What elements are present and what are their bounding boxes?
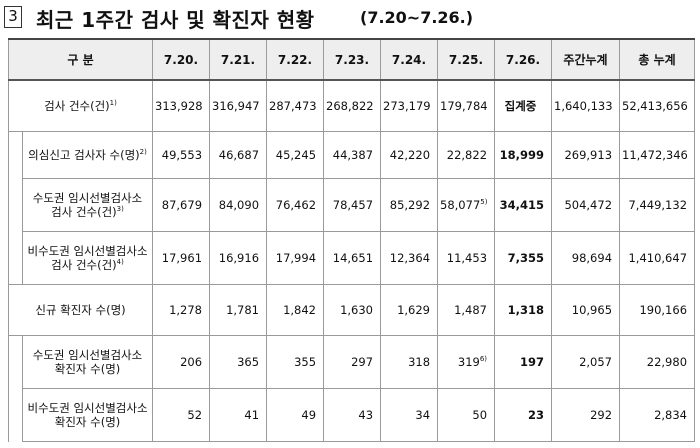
table-cell: 1,318 [494,284,553,336]
header-category: 구 분 [7,38,154,81]
table-cell: 43 [323,388,382,442]
table-cell: 87,679 [152,178,211,232]
table-cell: 179,784 [437,79,496,132]
table-cell: 7,449,132 [619,178,696,232]
page-title: 최근 1주간 검사 및 확진자 현황 [36,8,315,32]
heading: 3 최근 1주간 검사 및 확진자 현황 (7.20~7.26.) [0,0,700,40]
table-cell: 49 [266,388,325,442]
table-cell: 50 [437,388,496,442]
header-date: 7.20. [152,38,211,81]
header-date: 7.24. [380,38,439,81]
table-cell: 98,694 [551,231,621,285]
table-cell: 23 [494,388,553,442]
table-cell: 268,822 [323,79,382,132]
table-cell: 1,640,133 [551,79,621,132]
table-cell: 2,057 [551,335,621,389]
indent-cell [8,335,23,442]
table-cell: 1,278 [152,284,211,336]
row-label: 의심신고 검사자 수(명)2) [21,131,154,179]
table-cell: 18,999 [494,131,553,179]
table-cell: 58,0775) [437,178,496,232]
date-range: (7.20~7.26.) [360,8,474,27]
table-cell: 집계중 [494,79,553,132]
header-weekly-total: 주간누계 [551,38,621,81]
table-cell: 52 [152,388,211,442]
table-row: 수도권 임시선별검사소 검사 건수(건)3) 87,679 84,090 76,4… [9,178,696,232]
table-cell: 2,834 [619,388,696,442]
table-cell: 1,629 [380,284,439,336]
header-row: 구 분 7.20. 7.21. 7.22. 7.23. 7.24. 7.25. … [7,38,696,81]
table-cell: 17,961 [152,231,211,285]
table-cell: 52,413,656 [619,79,696,132]
table-cell: 45,245 [266,131,325,179]
table-cell: 16,916 [209,231,268,285]
stats-table: 구 분 7.20. 7.21. 7.22. 7.23. 7.24. 7.25. … [7,38,696,442]
table-row: 검사 건수(건)1) 313,928 316,947 287,473 268,8… [7,79,696,132]
table-cell: 46,687 [209,131,268,179]
table-cell: 297 [323,335,382,389]
table-row: 신규 확진자 수(명) 1,278 1,781 1,842 1,630 1,62… [7,284,696,336]
table-cell: 1,487 [437,284,496,336]
row-label: 신규 확진자 수(명) [7,284,154,336]
header-grand-total: 총 누계 [619,38,696,81]
table-cell: 1,410,647 [619,231,696,285]
table-cell: 41 [209,388,268,442]
table-cell: 1,842 [266,284,325,336]
indent-cell [8,131,23,285]
table-cell: 84,090 [209,178,268,232]
table-cell: 313,928 [152,79,211,132]
table-cell: 11,453 [437,231,496,285]
table-cell: 206 [152,335,211,389]
table-cell: 17,994 [266,231,325,285]
row-label: 검사 건수(건)1) [7,79,154,132]
table-cell: 11,472,346 [619,131,696,179]
table-cell: 34,415 [494,178,553,232]
table-cell: 273,179 [380,79,439,132]
row-label: 비수도권 임시선별검사소 검사 건수(건)4) [21,231,154,285]
table-row: 의심신고 검사자 수(명)2) 49,553 46,687 45,245 44,… [8,131,696,285]
table-cell: 85,292 [380,178,439,232]
table-row: 비수도권 임시선별검사소 확진자 수(명) 52 41 49 43 34 50 2… [9,388,696,442]
header-date: 7.21. [209,38,268,81]
table-cell: 76,462 [266,178,325,232]
table-row: 수도권 임시선별검사소 확진자 수(명) 206 365 355 297 318 … [8,335,696,442]
table-cell: 292 [551,388,621,442]
row-label: 수도권 임시선별검사소 검사 건수(건)3) [21,178,154,232]
table-cell: 34 [380,388,439,442]
table-cell: 355 [266,335,325,389]
row-label: 수도권 임시선별검사소 확진자 수(명) [21,335,154,389]
table-cell: 78,457 [323,178,382,232]
table-cell: 44,387 [323,131,382,179]
row-label: 비수도권 임시선별검사소 확진자 수(명) [21,388,154,442]
table-cell: 12,364 [380,231,439,285]
table-cell: 42,220 [380,131,439,179]
header-date: 7.26. [494,38,553,81]
table-cell: 1,630 [323,284,382,336]
header-date: 7.25. [437,38,496,81]
table-cell: 365 [209,335,268,389]
table-cell: 22,980 [619,335,696,389]
section-number: 3 [4,6,22,28]
table-cell: 3196) [437,335,496,389]
header-date: 7.23. [323,38,382,81]
table-cell: 190,166 [619,284,696,336]
table-cell: 1,781 [209,284,268,336]
table-cell: 287,473 [266,79,325,132]
table-cell: 10,965 [551,284,621,336]
table-cell: 318 [380,335,439,389]
header-date: 7.22. [266,38,325,81]
table-cell: 197 [494,335,553,389]
table-cell: 14,651 [323,231,382,285]
table-cell: 269,913 [551,131,621,179]
table-row: 비수도권 임시선별검사소 검사 건수(건)4) 17,961 16,916 17,… [9,231,696,285]
table-cell: 7,355 [494,231,553,285]
table-cell: 22,822 [437,131,496,179]
table-cell: 49,553 [152,131,211,179]
table-cell: 504,472 [551,178,621,232]
table-cell: 316,947 [209,79,268,132]
